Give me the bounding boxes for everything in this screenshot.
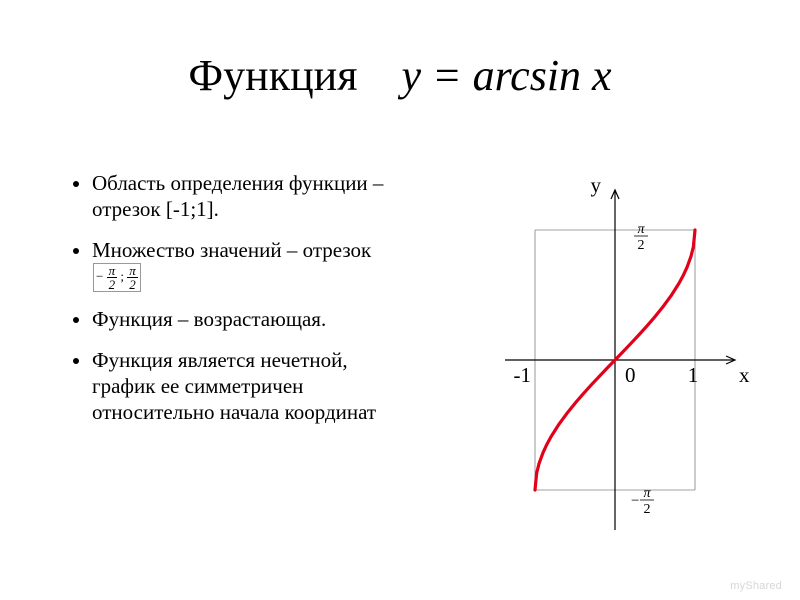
svg-text:−: − [631,493,639,509]
bullet-text: Множество значений – отрезок [92,238,371,262]
svg-text:2: 2 [644,502,651,517]
axis-labels: -101xyπ2−π2 [514,173,751,517]
slide-title: Функция y = arcsin x [0,50,800,101]
slide: Функция y = arcsin x Область определения… [0,0,800,600]
arcsin-chart: -101xyπ2−π2 [450,160,760,540]
fraction: π 2 [107,264,118,291]
bullet-text: Область определения функции – отрезок [-… [92,171,383,221]
fraction: π 2 [127,264,138,291]
svg-text:x: x [739,363,750,387]
range-box: − π 2 ; π 2 [93,263,141,292]
chart-svg: -101xyπ2−π2 [450,160,760,540]
bullet-text: Функция – возрастающая. [92,307,326,331]
list-item: Множество значений – отрезок − π 2 ; π 2 [92,237,410,293]
bullet-text: Функция является нечетной, график ее сим… [92,348,376,425]
axes [505,190,735,530]
minus-sign: − [96,269,103,284]
bullet-list: Область определения функции – отрезок [-… [70,170,410,439]
svg-text:π: π [637,222,645,237]
svg-text:2: 2 [638,238,645,253]
svg-text:y: y [591,173,602,197]
title-prefix: Функция [188,51,357,100]
list-item: Функция является нечетной, график ее сим… [92,347,410,426]
svg-text:-1: -1 [514,363,532,387]
svg-text:π: π [643,486,651,501]
svg-text:0: 0 [625,363,636,387]
list-item: Область определения функции – отрезок [-… [92,170,410,223]
svg-text:1: 1 [688,363,699,387]
title-formula: y = arcsin x [401,51,611,100]
list-item: Функция – возрастающая. [92,306,410,332]
watermark: myShared [730,580,782,592]
